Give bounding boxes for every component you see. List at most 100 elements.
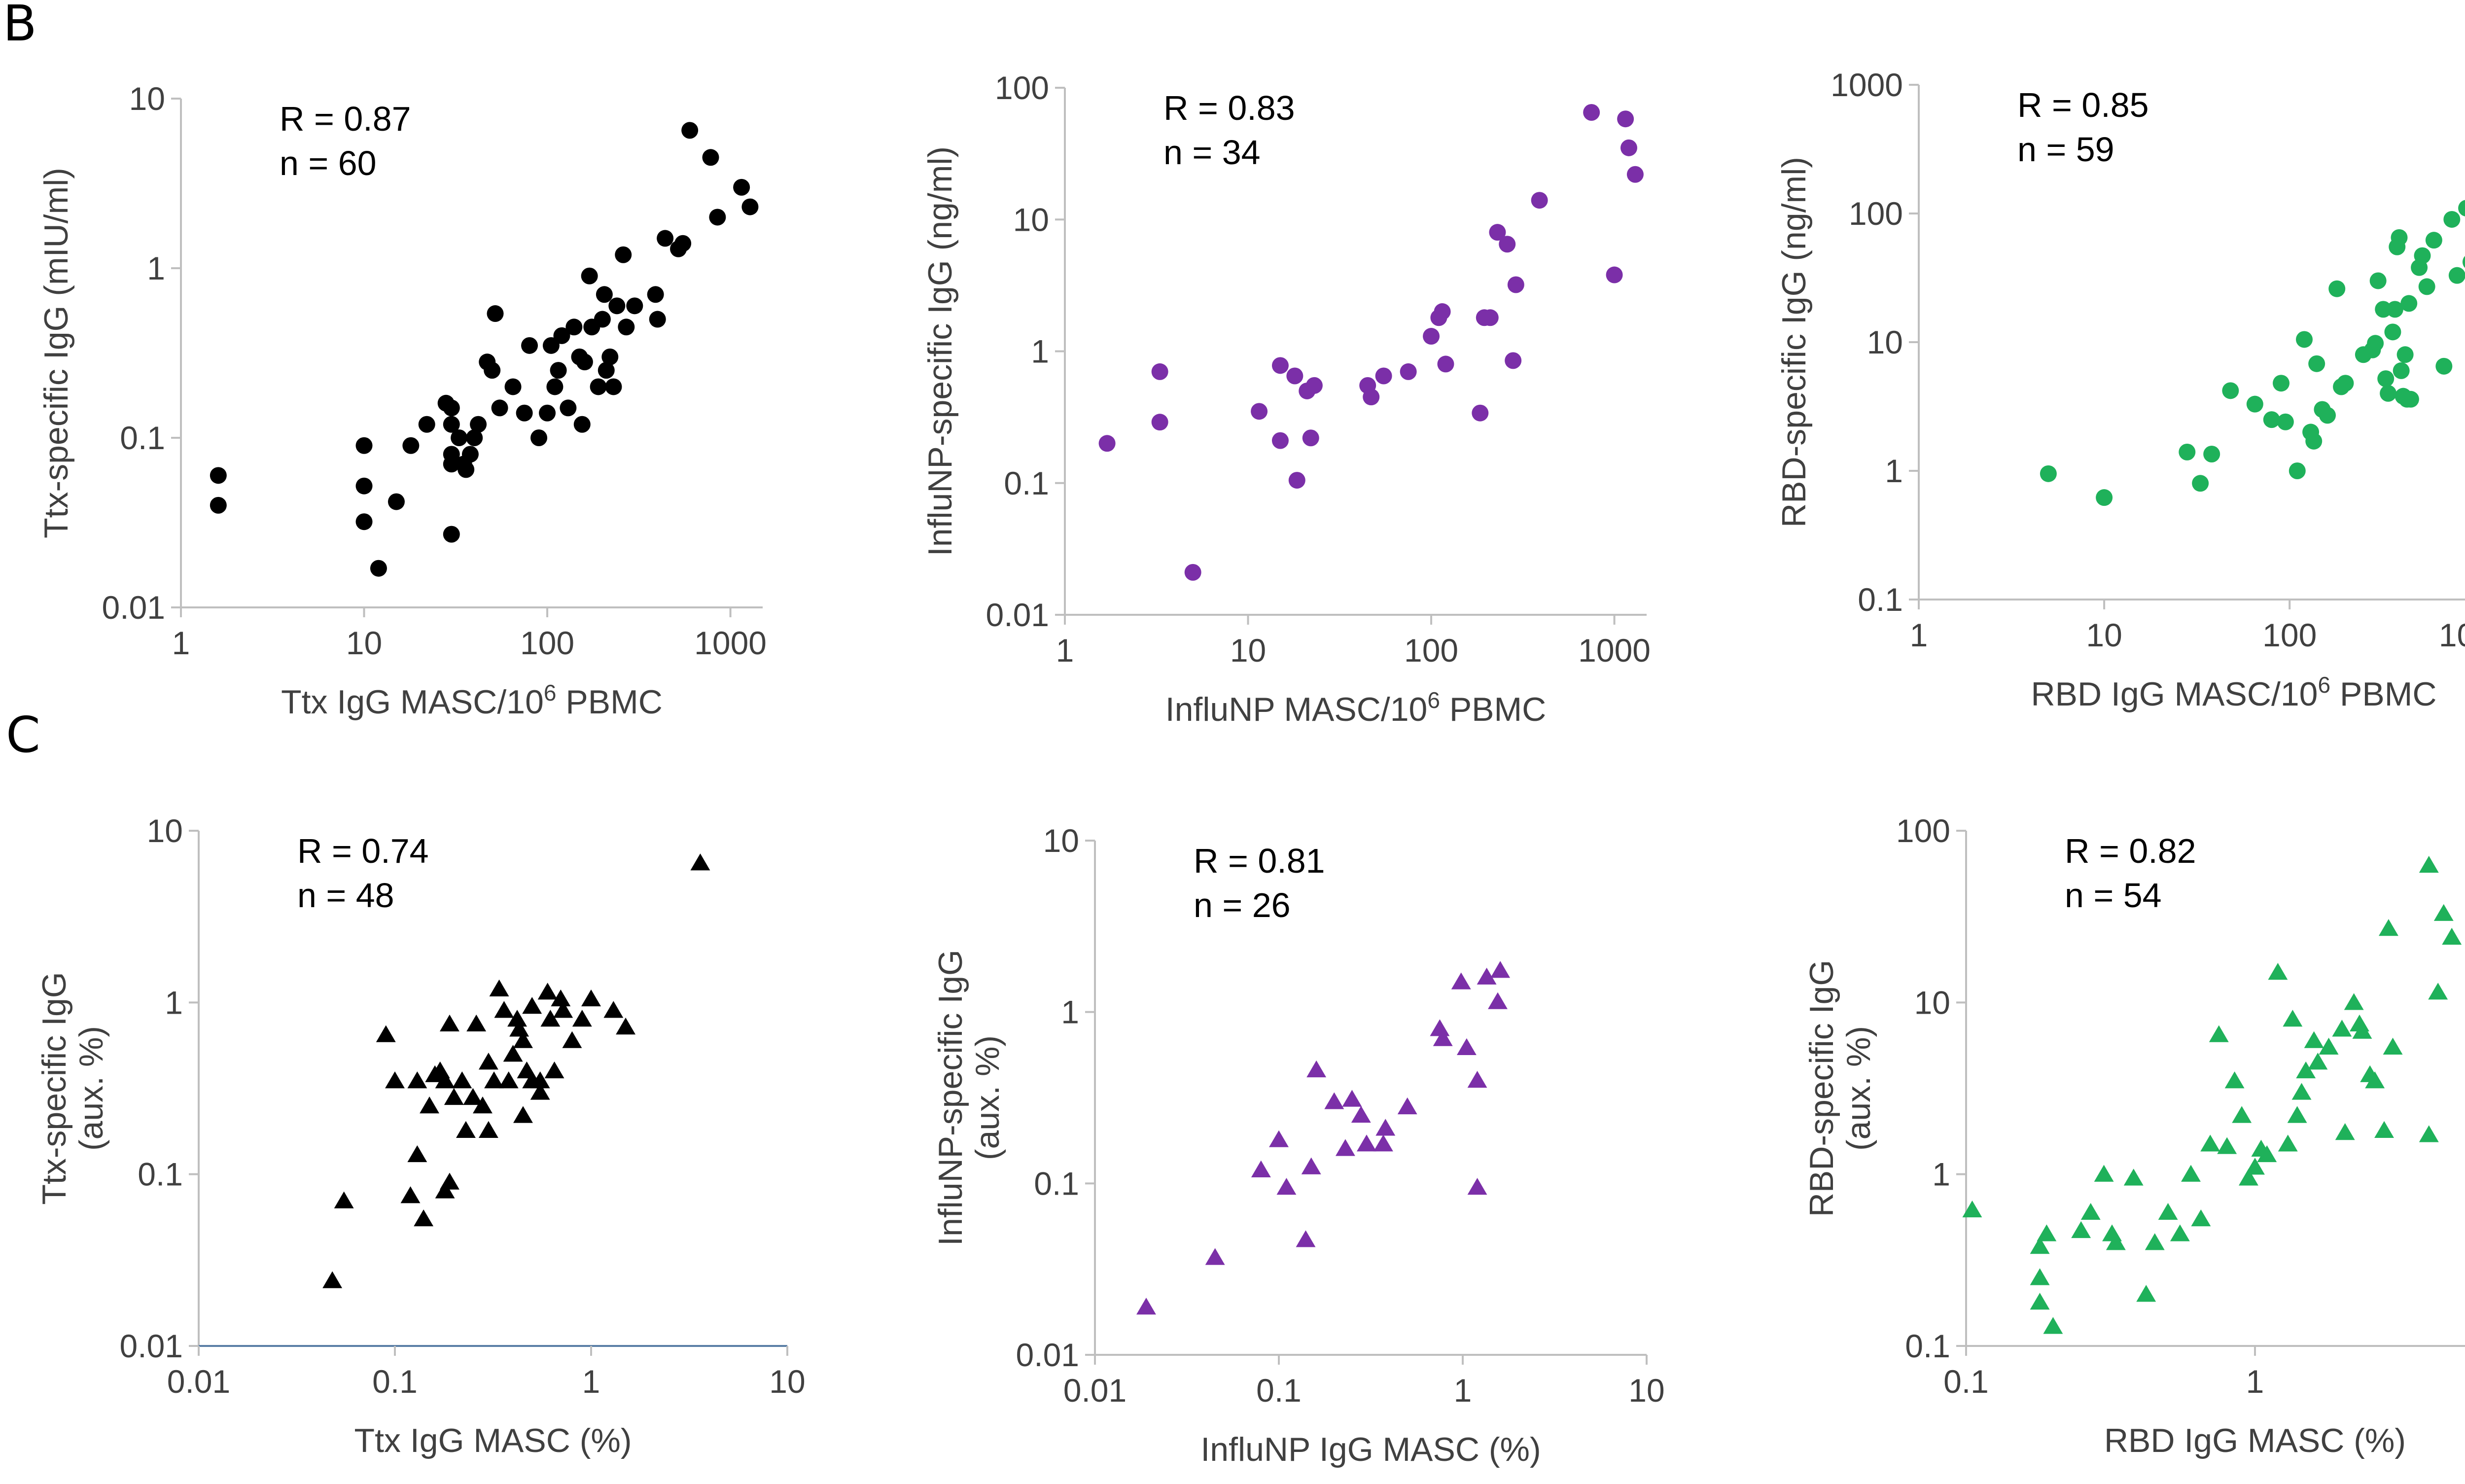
sample-n-label: n = 34: [1163, 133, 1261, 172]
x-axis-label: InfluNP IgG MASC (%): [1200, 1431, 1541, 1468]
data-point: [2123, 1168, 2144, 1186]
data-point: [2158, 1202, 2178, 1220]
data-point: [466, 1014, 487, 1032]
data-point: [1451, 972, 1471, 989]
data-point: [2400, 295, 2418, 312]
data-point: [478, 1053, 498, 1070]
x-tick-label: 10: [346, 625, 382, 661]
data-point: [1306, 1060, 1327, 1078]
data-point: [1606, 266, 1623, 283]
data-point: [2379, 919, 2398, 936]
data-point: [2224, 1071, 2245, 1089]
data-point: [2419, 1125, 2439, 1142]
y-tick-label: 1: [1031, 333, 1049, 370]
data-point: [2433, 904, 2454, 921]
x-tick-label: 100: [2262, 617, 2317, 653]
data-point: [439, 1014, 459, 1032]
data-point: [2209, 1025, 2229, 1042]
data-point: [1489, 224, 1506, 241]
data-point: [1456, 1038, 1477, 1056]
y-tick-label: 0.1: [1905, 1328, 1950, 1364]
y-tick-label: 0.1: [120, 420, 165, 456]
data-point: [513, 1031, 533, 1048]
data-point: [542, 337, 560, 354]
data-point: [2365, 1071, 2385, 1089]
data-point: [573, 416, 591, 433]
sample-n-label: n = 59: [2017, 130, 2114, 169]
x-tick-label: 1: [582, 1363, 600, 1400]
data-point: [1373, 1134, 1393, 1152]
data-point: [489, 979, 509, 996]
data-point: [1357, 1134, 1376, 1152]
data-point: [647, 286, 664, 303]
data-point: [618, 318, 635, 336]
chart-b3: 0.111010010001101001000RBD IgG MASC/106 …: [1775, 67, 2465, 713]
correlation-r-label: R = 0.81: [1194, 842, 1325, 880]
data-point: [2402, 390, 2419, 408]
data-point: [1269, 1130, 1289, 1147]
data-point: [540, 1010, 561, 1027]
y-tick-label: 10: [1867, 324, 1903, 360]
data-point: [1375, 367, 1392, 385]
data-point: [470, 416, 487, 433]
data-point: [2245, 1158, 2265, 1175]
data-point: [581, 989, 601, 1007]
data-point: [1437, 355, 1454, 373]
data-point: [2273, 375, 2290, 392]
data-point: [443, 526, 460, 543]
y-tick-label: 1: [1885, 453, 1903, 489]
data-point: [355, 477, 373, 495]
data-point: [2425, 232, 2442, 249]
data-point: [1481, 309, 1499, 326]
correlation-r-label: R = 0.85: [2017, 86, 2149, 124]
data-point: [2106, 1233, 2126, 1250]
data-point: [494, 1001, 514, 1018]
data-point: [443, 399, 460, 417]
data-point: [537, 983, 558, 1000]
sample-n-label: n = 26: [1194, 886, 1291, 924]
data-point: [456, 1121, 476, 1138]
data-point: [2448, 267, 2465, 284]
data-point: [355, 437, 373, 454]
x-tick-label: 10: [2086, 617, 2122, 653]
data-point: [605, 378, 622, 395]
data-point: [2094, 1165, 2114, 1182]
data-point: [2352, 1022, 2372, 1039]
data-point: [210, 496, 227, 514]
y-axis-label: Ttx-specific IgG: [35, 972, 73, 1204]
data-point: [1286, 367, 1303, 385]
data-point: [2384, 323, 2401, 341]
data-point: [1301, 1157, 1321, 1174]
data-point: [484, 362, 501, 379]
data-point: [1296, 1230, 1316, 1247]
data-point: [2393, 362, 2410, 379]
data-point: [1302, 429, 1319, 447]
data-point: [2136, 1285, 2156, 1302]
y-tick-label: 10: [1043, 822, 1079, 859]
data-point: [2263, 411, 2280, 428]
data-point: [420, 1096, 440, 1114]
data-point: [503, 1045, 523, 1062]
data-point: [560, 399, 577, 417]
data-point: [322, 1271, 343, 1288]
data-point: [1531, 192, 1548, 209]
data-point: [657, 230, 674, 247]
data-point: [2396, 346, 2414, 363]
y-axis-label: InfluNP-specific IgG (ng/ml): [921, 146, 959, 556]
data-point: [2277, 413, 2294, 430]
data-point: [2377, 370, 2395, 388]
chart-c2: 0.01 0.1 1 10 0.01 0.1 1 10 InfluNP IgG MASC (%)…: [932, 822, 1665, 1468]
sample-n-label: n = 54: [2065, 876, 2162, 915]
data-point: [1477, 967, 1497, 985]
x-axis-label: RBD IgG MASC (%): [2104, 1422, 2406, 1459]
data-point: [513, 1106, 533, 1123]
data-point: [1626, 166, 1644, 183]
y-axis-label: InfluNP-specific IgG: [932, 950, 969, 1246]
data-point: [2278, 1134, 2298, 1152]
data-point: [741, 198, 759, 215]
data-point: [2332, 1020, 2352, 1037]
x-tick-label: 1: [1910, 617, 1928, 653]
y-tick-label: 10: [1914, 984, 1950, 1021]
x-tick-label: 0.1: [1256, 1372, 1302, 1409]
y-tick-label: 1: [165, 984, 183, 1021]
